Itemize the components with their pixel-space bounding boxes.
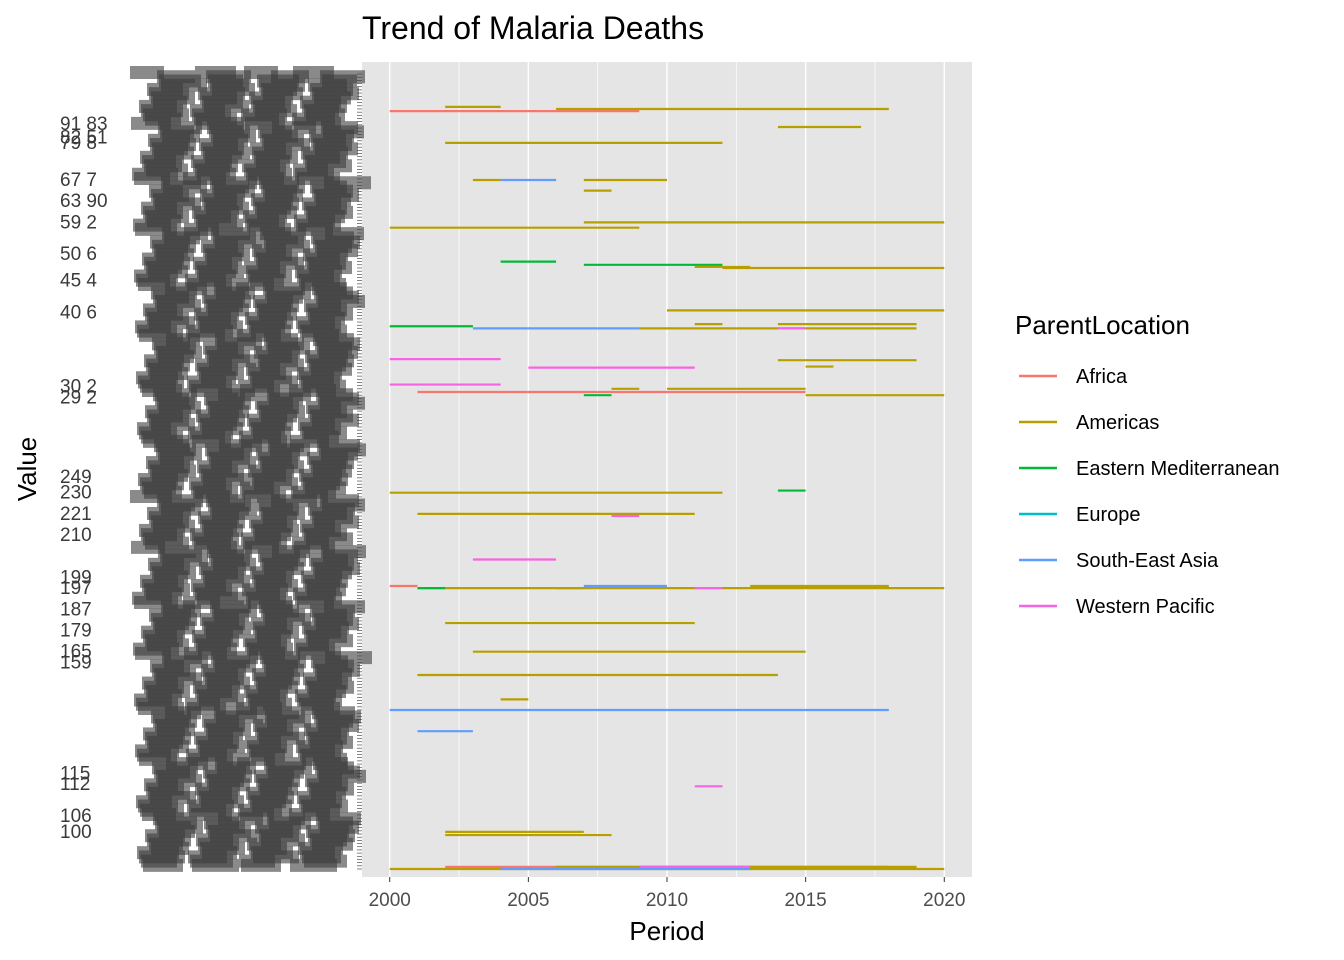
y-tick-label: 187	[60, 599, 92, 620]
legend-label: South-East Asia	[1076, 550, 1219, 572]
x-tick-label: 2015	[784, 890, 826, 911]
y-axis-title: Value	[12, 437, 42, 502]
x-tick-label: 2005	[507, 890, 549, 911]
legend-label: Eastern Mediterranean	[1076, 458, 1279, 480]
legend-title: ParentLocation	[1015, 310, 1190, 340]
y-tick-label: 63 90	[60, 191, 108, 212]
y-tick-label: 165	[60, 642, 92, 663]
y-tick-label: 210	[60, 525, 92, 546]
x-axis-ticks: 2000 2005 2010 2015 2020	[369, 877, 965, 911]
y-tick-label: 221	[60, 504, 92, 525]
y-tick-label: 230	[60, 483, 92, 504]
legend-label: Western Pacific	[1076, 596, 1215, 618]
y-tick-label: 106	[60, 806, 92, 827]
overlapping-y-tick-text	[131, 540, 165, 554]
x-tick-label: 2020	[923, 890, 965, 911]
y-tick-label: 199	[60, 568, 92, 589]
overlapping-y-tick-text	[143, 858, 183, 872]
y-tick-label: 197	[60, 578, 92, 599]
x-tick-label: 2010	[646, 890, 688, 911]
y-tick-label: 100	[60, 822, 92, 843]
y-tick-label: 79 8	[60, 133, 97, 154]
y-tick-label: 50 6	[60, 244, 97, 265]
overlapping-y-tick-text	[192, 858, 239, 872]
y-tick-label: 159	[60, 652, 92, 673]
y-tick-label: 82 51	[60, 128, 108, 149]
y-tick-label: 40 6	[60, 303, 97, 324]
y-tick-label: 115	[60, 764, 90, 785]
legend-label: Americas	[1076, 412, 1159, 434]
y-tick-label: 59 2	[60, 212, 97, 233]
overlapping-y-tick-text	[290, 858, 337, 872]
y-tick-label: 112	[60, 774, 90, 795]
y-tick-label: 91 83	[60, 114, 108, 135]
legend: ParentLocation Africa Americas Eastern Med…	[1015, 310, 1279, 618]
series-segments	[389, 105, 945, 871]
y-tick-label: 67 7	[60, 170, 97, 191]
legend-label: Europe	[1076, 504, 1141, 526]
overlapping-y-tick-text	[130, 66, 164, 79]
y-tick-label: 29 2	[60, 387, 97, 408]
x-tick-label: 2000	[369, 890, 411, 911]
x-axis-title: Period	[629, 916, 704, 946]
y-tick-label: 249	[60, 467, 92, 488]
legend-label: Africa	[1076, 366, 1128, 388]
chart-title: Trend of Malaria Deaths	[362, 10, 704, 46]
y-tick-label: 45 4	[60, 271, 97, 292]
overlapping-y-tick-text	[241, 858, 281, 872]
y-tick-label: 30 2	[60, 377, 97, 398]
grid-lines	[389, 62, 945, 877]
y-tick-label: 179	[60, 621, 92, 642]
